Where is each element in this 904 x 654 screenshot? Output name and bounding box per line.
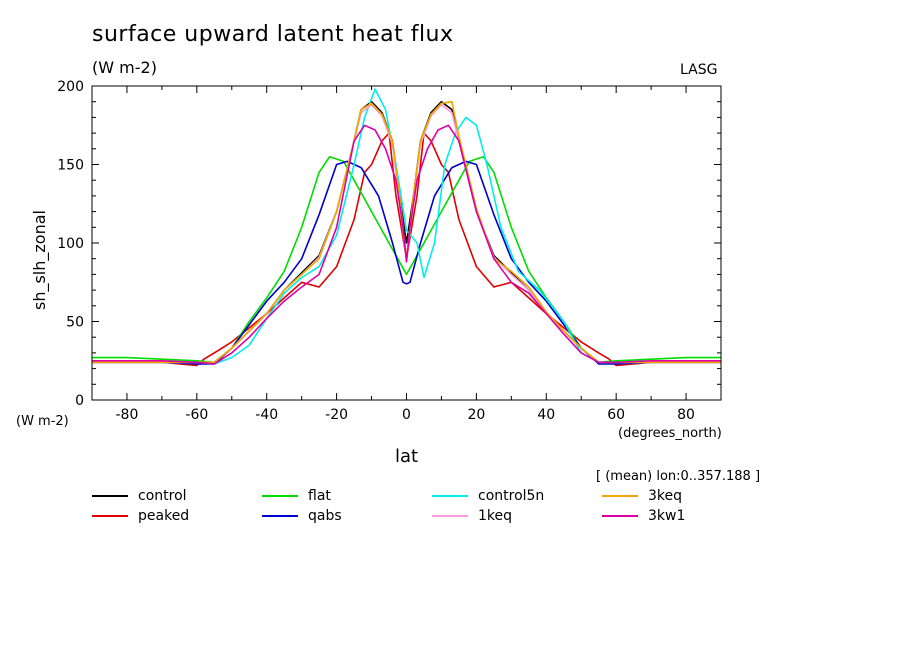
legend-item-peaked: peaked — [92, 507, 189, 525]
legend-item-3keq: 3keq — [602, 487, 682, 505]
x-tick-label: 60 — [607, 407, 625, 423]
x-tick-label: 20 — [467, 407, 485, 423]
y-tick-label: 0 — [75, 393, 84, 409]
legend-label: 1keq — [478, 508, 513, 524]
legend-item-control5n: control5n — [432, 487, 544, 505]
legend-label: peaked — [138, 508, 190, 524]
x-tick-label: -20 — [325, 407, 348, 423]
y-tick-label: 200 — [57, 79, 84, 95]
series-line-3keq — [92, 100, 721, 364]
legend-item-qabs: qabs — [262, 507, 342, 525]
series-line-peaked — [92, 132, 721, 367]
corner-label: LASG — [680, 62, 718, 78]
legend-swatch — [432, 515, 468, 517]
legend-label: 3kw1 — [648, 508, 686, 524]
x-tick-label: 0 — [402, 407, 411, 423]
legend-label: qabs — [308, 508, 342, 524]
x-axis-units: (degrees_north) — [618, 426, 722, 441]
legend-item-flat: flat — [262, 487, 331, 505]
legend-item-3kw1: 3kw1 — [602, 507, 685, 525]
series-line-control — [92, 100, 721, 364]
series-line-1keq — [92, 104, 721, 364]
legend-item-control: control — [92, 487, 187, 505]
legend-label: flat — [308, 488, 331, 504]
legend-swatch — [262, 495, 298, 497]
legend-swatch — [92, 515, 128, 517]
legend-label: 3keq — [648, 488, 683, 504]
series-line-control5n — [92, 88, 721, 365]
x-tick-label: -80 — [116, 407, 139, 423]
mean-note: [ (mean) lon:0..357.188 ] — [596, 469, 761, 484]
x-tick-label: 80 — [677, 407, 695, 423]
x-tick-label: -60 — [185, 407, 208, 423]
y-tick-label: 150 — [57, 158, 84, 174]
x-tick-label: -40 — [255, 407, 278, 423]
legend-swatch — [602, 515, 638, 517]
y-axis-units: (W m-2) — [16, 414, 69, 429]
legend-swatch — [602, 495, 638, 497]
chart-units: (W m-2) — [92, 58, 157, 77]
legend-swatch — [432, 495, 468, 497]
x-axis-label: lat — [395, 446, 419, 467]
y-tick-label: 100 — [57, 236, 84, 252]
legend-item-1keq: 1keq — [432, 507, 512, 525]
legend-swatch — [92, 495, 128, 497]
x-tick-label: 40 — [537, 407, 555, 423]
series-line-qabs — [92, 160, 721, 365]
series-line-3kw1 — [92, 124, 721, 365]
y-tick-label: 50 — [66, 315, 84, 331]
legend-label: control5n — [478, 488, 545, 504]
legend-swatch — [262, 515, 298, 517]
legend-label: control — [138, 488, 187, 504]
chart-title: surface upward latent heat flux — [92, 22, 454, 47]
